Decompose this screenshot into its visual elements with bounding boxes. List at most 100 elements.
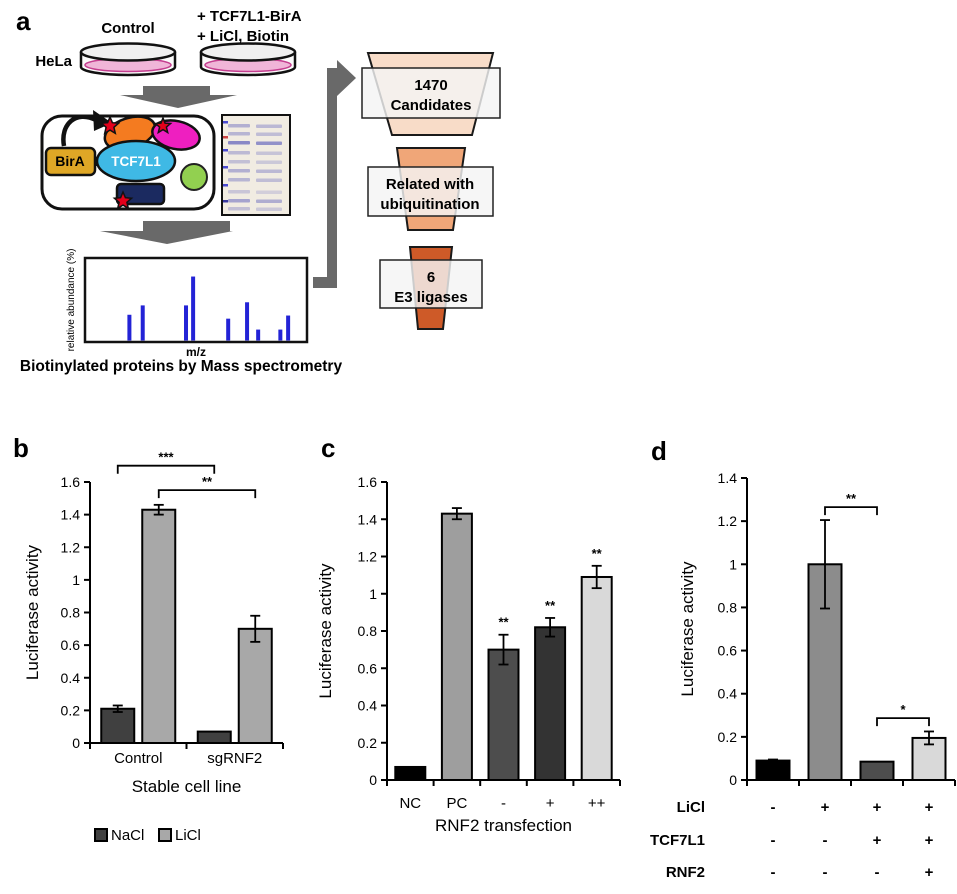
y-tick-label: 1.2 bbox=[718, 513, 738, 529]
bar bbox=[859, 760, 895, 781]
funnel-text-3a: 6 bbox=[427, 269, 435, 286]
bar bbox=[394, 765, 427, 781]
y-tick-label: 0 bbox=[729, 772, 737, 788]
ms-peak bbox=[226, 318, 231, 341]
y-axis-title: Luciferase activity bbox=[23, 544, 42, 680]
down-arrow-1-icon bbox=[120, 86, 237, 108]
gel-band bbox=[228, 141, 250, 145]
y-tick-label: 0.4 bbox=[718, 686, 738, 702]
gel-marker-band bbox=[223, 184, 228, 187]
gel-band bbox=[256, 151, 282, 155]
y-tick-label: 1.4 bbox=[61, 507, 81, 523]
bar bbox=[237, 627, 273, 744]
gel-marker-band bbox=[223, 200, 228, 203]
gel-band bbox=[256, 190, 282, 194]
funnel-text-3b: E3 ligases bbox=[394, 289, 467, 306]
category-label: + bbox=[546, 795, 555, 812]
y-tick-label: 0.2 bbox=[358, 735, 378, 751]
condition-row-label: TCF7L1 bbox=[650, 832, 705, 849]
significance-stars: ** bbox=[498, 615, 509, 630]
tcf7l1-ellipse bbox=[95, 139, 177, 183]
ms-peak bbox=[245, 302, 250, 341]
condition-value: + bbox=[925, 832, 934, 849]
funnel-text-1b: Candidates bbox=[391, 97, 472, 114]
y-axis-title: Luciferase activity bbox=[316, 563, 335, 699]
gel-band bbox=[228, 160, 250, 164]
gel-band bbox=[256, 199, 282, 203]
legend-label: NaCl bbox=[111, 827, 144, 844]
panel-d-chart: 0 0.2 0.4 0.6 0.8 1 1.2 1.4 Luciferase activity d… bbox=[650, 436, 956, 881]
group-label: sgRNF2 bbox=[207, 750, 262, 767]
elbow-arrow-icon bbox=[313, 60, 356, 288]
y-tick-label: 1.6 bbox=[358, 474, 378, 490]
funnel-text-1a: 1470 bbox=[414, 77, 447, 94]
condition-value: + bbox=[925, 864, 934, 881]
category-label: PC bbox=[446, 795, 467, 812]
significance-stars: ** bbox=[846, 491, 857, 506]
condition-value: + bbox=[873, 799, 882, 816]
legend-swatch bbox=[94, 828, 108, 842]
ms-peak bbox=[286, 315, 291, 341]
panel-c-chart: ******00.20.40.60.811.21.41.6NC PC - + ++RNF… bbox=[316, 433, 621, 835]
y-tick-label: 1.4 bbox=[718, 470, 738, 486]
tcf7l1-bira-condition-label: + TCF7L1-BirA bbox=[197, 8, 302, 25]
bar bbox=[580, 575, 613, 781]
condition-value: - bbox=[875, 864, 880, 881]
bar bbox=[100, 707, 136, 744]
gel-band bbox=[228, 124, 250, 128]
petri-dish-treated bbox=[199, 42, 297, 77]
biotin-star-icon bbox=[112, 190, 134, 210]
gel-marker-band bbox=[223, 166, 228, 169]
x-axis-title: Stable cell line bbox=[132, 777, 242, 796]
bar bbox=[807, 563, 843, 781]
gel-band bbox=[228, 207, 250, 211]
significance-stars: *** bbox=[158, 450, 174, 465]
y-tick-label: 1 bbox=[369, 586, 377, 602]
gel-band bbox=[228, 151, 250, 155]
funnel-box-3 bbox=[379, 259, 483, 309]
gel-band bbox=[256, 124, 282, 128]
significance-stars: ** bbox=[202, 474, 213, 489]
condition-value: - bbox=[771, 864, 776, 881]
gel-band bbox=[256, 169, 282, 173]
tcf7l1-text: TCF7L1 bbox=[111, 154, 161, 169]
biotin-star-icon bbox=[99, 115, 121, 135]
condition-value: + bbox=[873, 832, 882, 849]
ms-peak bbox=[184, 305, 189, 341]
category-label: NC bbox=[399, 795, 421, 812]
gel-band bbox=[228, 178, 250, 182]
bar bbox=[487, 648, 520, 781]
y-tick-label: 0.8 bbox=[718, 599, 738, 615]
gel-band bbox=[256, 141, 282, 145]
gel-marker-band bbox=[223, 121, 228, 124]
significance-stars: ** bbox=[592, 546, 603, 561]
gel-image bbox=[221, 114, 291, 216]
bar bbox=[755, 759, 791, 782]
condition-value: + bbox=[821, 799, 830, 816]
x-axis-title: RNF2 transfection bbox=[435, 816, 572, 835]
funnel-box-2 bbox=[367, 166, 494, 217]
gel-band bbox=[256, 178, 282, 182]
gel-band bbox=[228, 199, 250, 203]
condition-value: + bbox=[925, 799, 934, 816]
y-axis-title: Luciferase activity bbox=[678, 561, 697, 697]
panel-a-label: a bbox=[16, 6, 31, 36]
y-tick-label: 1.2 bbox=[358, 549, 378, 565]
licl-biotin-condition-label: + LiCl, Biotin bbox=[197, 28, 289, 45]
bira-box bbox=[44, 146, 97, 177]
y-tick-label: 0.4 bbox=[358, 698, 378, 714]
panel-b-chart: 0 0.2 0.4 0.6 0.8 1 1.2 1.4 1.6 Control sgRNF2 Stab… bbox=[13, 433, 284, 844]
condition-row-label: RNF2 bbox=[666, 864, 705, 881]
petri-dish-control bbox=[79, 42, 177, 77]
condition-row-label: LiCl bbox=[677, 799, 705, 816]
significance-bracket bbox=[876, 717, 930, 727]
cell-schematic: TCF7L1 BirA bbox=[40, 110, 216, 211]
panel-letter: d bbox=[651, 436, 667, 466]
gel-band bbox=[256, 132, 282, 136]
bira-text: BirA bbox=[55, 153, 85, 169]
gel-band bbox=[228, 132, 250, 136]
y-tick-label: 0.2 bbox=[61, 702, 81, 718]
funnel-text-2a: Related with bbox=[386, 176, 474, 193]
y-tick-label: 0.8 bbox=[358, 623, 378, 639]
control-condition-label: Control bbox=[101, 20, 154, 37]
